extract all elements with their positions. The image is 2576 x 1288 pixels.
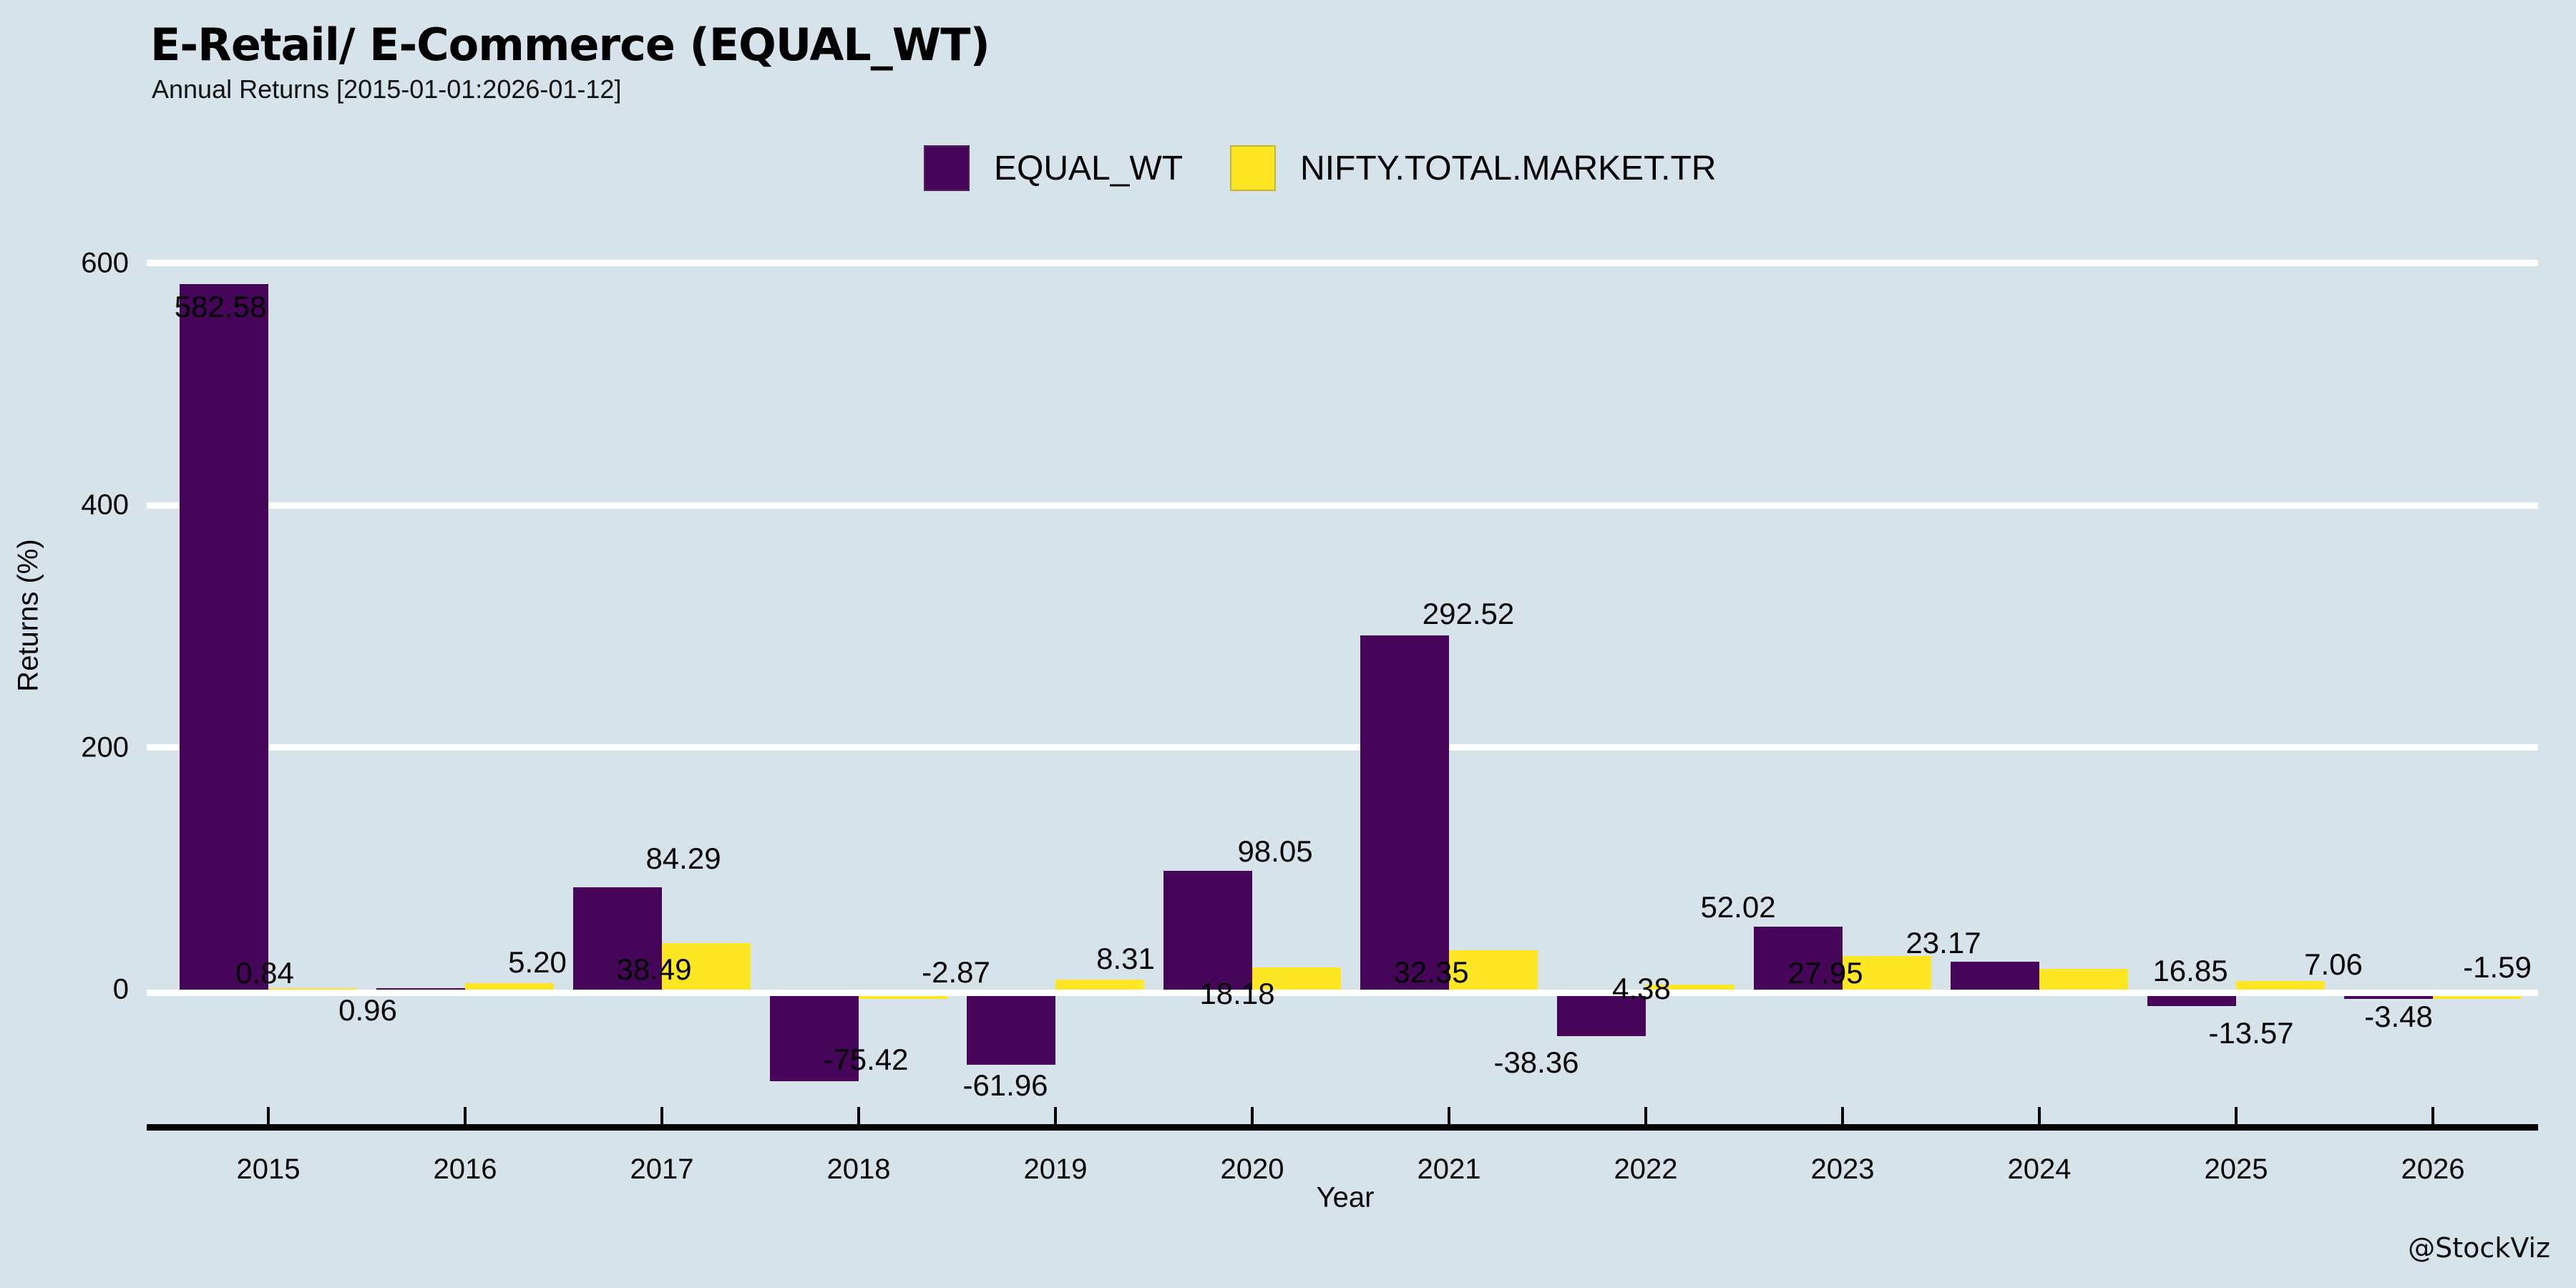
value-label-equal-wt-2018: -75.42: [823, 1043, 909, 1076]
chart-subtitle: Annual Returns [2015-01-01:2026-01-12]: [152, 74, 622, 104]
bar-nifty-total-market-tr-2017: [662, 942, 751, 990]
x-tick-2017: [660, 1107, 663, 1124]
bar-nifty-total-market-tr-2016: [465, 983, 554, 990]
x-tick-2025: [2235, 1107, 2238, 1124]
value-label-equal-wt-2025: -13.57: [2208, 1016, 2294, 1050]
x-tick-label-2021: 2021: [1417, 1153, 1481, 1185]
x-tick-2022: [1644, 1107, 1647, 1124]
bar-equal-wt-2020: [1163, 871, 1252, 990]
y-axis-title: Returns (%): [12, 539, 44, 692]
bar-nifty-total-market-tr-2019: [1055, 979, 1144, 990]
gridline-400: [147, 502, 2538, 509]
bar-equal-wt-2015: [180, 283, 268, 990]
value-label-equal-wt-2016: 0.96: [338, 993, 397, 1027]
value-label-equal-wt-2024: 23.17: [1906, 926, 1981, 960]
value-label-equal-wt-2019: -61.96: [962, 1068, 1048, 1102]
bar-equal-wt-2016: [376, 988, 465, 990]
bar-nifty-total-market-tr-2026: [2433, 996, 2522, 999]
bar-equal-wt-2019: [967, 996, 1055, 1065]
x-tick-2015: [267, 1107, 270, 1124]
x-tick-label-2025: 2025: [2204, 1153, 2268, 1185]
value-label-equal-wt-2015: 582.58: [174, 290, 267, 323]
bar-equal-wt-2026: [2344, 996, 2433, 999]
x-axis-line: [147, 1124, 2538, 1131]
x-tick-label-2026: 2026: [2401, 1153, 2465, 1185]
legend-swatch-icon: [924, 145, 970, 191]
x-tick-2019: [1054, 1107, 1057, 1124]
value-label-nifty-total-market-tr-2021: 32.35: [1393, 955, 1469, 989]
watermark: @StockViz: [2408, 1232, 2550, 1264]
value-label-equal-wt-2021: 292.52: [1422, 597, 1515, 630]
x-tick-label-2019: 2019: [1023, 1153, 1088, 1185]
value-label-equal-wt-2023: 52.02: [1700, 890, 1776, 924]
y-tick-label-600: 600: [81, 247, 129, 278]
y-tick-label-0: 0: [112, 973, 129, 1005]
legend-label: NIFTY.TOTAL.MARKET.TR: [1300, 149, 1717, 187]
x-tick-2016: [464, 1107, 467, 1124]
bar-equal-wt-2018: [770, 996, 859, 1081]
bar-equal-wt-2025: [2147, 996, 2236, 1006]
x-tick-2021: [1448, 1107, 1450, 1124]
bar-nifty-total-market-tr-2021: [1449, 950, 1538, 990]
x-tick-label-2024: 2024: [2007, 1153, 2072, 1185]
value-label-nifty-total-market-tr-2017: 38.49: [616, 952, 692, 986]
x-tick-label-2017: 2017: [630, 1153, 694, 1185]
x-tick-2020: [1251, 1107, 1254, 1124]
value-label-nifty-total-market-tr-2015: 0.84: [235, 956, 294, 990]
bar-nifty-total-market-tr-2018: [859, 996, 947, 999]
value-label-nifty-total-market-tr-2018: -2.87: [922, 955, 990, 989]
value-label-nifty-total-market-tr-2022: 4.38: [1612, 972, 1671, 1005]
legend-label: EQUAL_WT: [994, 149, 1184, 187]
y-tick-label-400: 400: [81, 489, 129, 521]
bar-equal-wt-2021: [1360, 635, 1449, 990]
chart-title: E-Retail/ E-Commerce (EQUAL_WT): [150, 19, 990, 71]
value-label-nifty-total-market-tr-2026: -1.59: [2463, 950, 2532, 984]
bar-nifty-total-market-tr-2020: [1252, 967, 1341, 990]
value-label-equal-wt-2020: 98.05: [1237, 834, 1313, 868]
x-tick-label-2023: 2023: [1810, 1153, 1875, 1185]
bar-equal-wt-2022: [1557, 996, 1646, 1036]
value-label-nifty-total-market-tr-2019: 8.31: [1096, 942, 1155, 975]
legend-item-nifty-total-market-tr: NIFTY.TOTAL.MARKET.TR: [1230, 145, 1716, 191]
value-label-equal-wt-2022: -38.36: [1493, 1045, 1579, 1079]
value-label-nifty-total-market-tr-2020: 18.18: [1199, 977, 1275, 1010]
value-label-nifty-total-market-tr-2016: 5.20: [508, 945, 567, 979]
bar-equal-wt-2023: [1754, 926, 1843, 990]
value-label-equal-wt-2026: -3.48: [2364, 1000, 2433, 1033]
value-label-nifty-total-market-tr-2023: 27.95: [1787, 956, 1863, 990]
x-tick-label-2018: 2018: [826, 1153, 891, 1185]
x-tick-2023: [1841, 1107, 1844, 1124]
x-tick-2018: [857, 1107, 860, 1124]
bar-nifty-total-market-tr-2023: [1843, 955, 1931, 990]
x-axis-title: Year: [1316, 1181, 1375, 1214]
bar-nifty-total-market-tr-2022: [1646, 984, 1735, 990]
gridline-600: [147, 260, 2538, 266]
x-tick-label-2015: 2015: [236, 1153, 301, 1185]
x-tick-2026: [2431, 1107, 2434, 1124]
bar-nifty-total-market-tr-2024: [2039, 969, 2128, 990]
value-label-equal-wt-2017: 84.29: [645, 841, 721, 875]
legend-item-equal-wt: EQUAL_WT: [924, 145, 1183, 191]
x-tick-label-2016: 2016: [433, 1153, 497, 1185]
x-tick-label-2020: 2020: [1220, 1153, 1284, 1185]
legend-swatch-icon: [1230, 145, 1277, 191]
gridline-200: [147, 744, 2538, 751]
bar-equal-wt-2024: [1951, 961, 2039, 990]
x-tick-2024: [2038, 1107, 2041, 1124]
bar-nifty-total-market-tr-2015: [268, 988, 357, 990]
y-tick-label-200: 200: [81, 731, 129, 763]
bar-nifty-total-market-tr-2025: [2236, 981, 2325, 990]
value-label-nifty-total-market-tr-2025: 7.06: [2304, 947, 2363, 981]
gridline-0: [147, 990, 2538, 996]
x-tick-label-2022: 2022: [1614, 1153, 1678, 1185]
bar-equal-wt-2017: [573, 887, 662, 990]
legend: EQUAL_WT NIFTY.TOTAL.MARKET.TR: [924, 145, 1716, 191]
value-label-nifty-total-market-tr-2024: 16.85: [2152, 954, 2228, 987]
